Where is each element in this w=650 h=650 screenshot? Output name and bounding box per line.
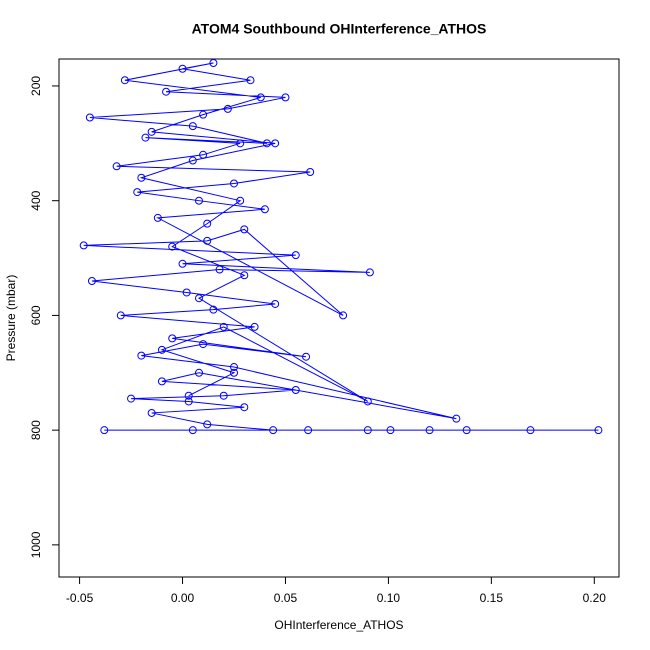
data-point <box>240 225 249 234</box>
data-point <box>230 363 238 372</box>
data-point <box>262 139 271 148</box>
x-tick-label: 0.00 <box>171 591 195 605</box>
data-point <box>246 76 255 85</box>
data-point <box>120 76 129 85</box>
data-point <box>147 127 156 136</box>
data-point <box>168 334 177 343</box>
data-point <box>363 426 372 435</box>
data-point <box>269 426 278 435</box>
x-tick-label: 0.20 <box>583 591 607 605</box>
data-point <box>100 426 109 435</box>
data-point <box>365 268 374 277</box>
data-point <box>240 403 249 412</box>
data-point <box>291 251 300 260</box>
data-point <box>112 162 121 171</box>
data-point <box>230 368 238 377</box>
data-point <box>291 385 300 394</box>
data-point <box>184 397 193 406</box>
data-point <box>302 352 311 361</box>
data-point <box>203 236 212 245</box>
data-point <box>79 241 88 250</box>
data-point <box>199 340 208 349</box>
data-point <box>250 322 259 331</box>
data-point <box>199 110 208 119</box>
x-tick-label: -0.05 <box>66 591 94 605</box>
data-point <box>271 299 280 308</box>
data-point <box>260 205 269 214</box>
x-tick-label: 0.15 <box>480 591 504 605</box>
data-point <box>203 420 212 429</box>
data-point <box>178 64 187 73</box>
data-point <box>236 196 245 205</box>
x-axis-label: OHInterference_ATHOS <box>274 618 403 632</box>
y-tick-label: 800 <box>29 420 43 440</box>
data-point <box>462 426 471 435</box>
x-tick-label: 0.05 <box>274 591 298 605</box>
data-point <box>209 305 218 314</box>
data-point <box>223 104 232 113</box>
data-point <box>386 426 395 435</box>
data-point <box>178 259 187 268</box>
data-point <box>452 414 461 423</box>
data-point <box>219 391 228 400</box>
data-point <box>306 168 315 177</box>
data-point <box>87 277 96 285</box>
y-axis-label: Pressure (mbar) <box>4 275 18 362</box>
data-point <box>182 288 191 297</box>
data-point <box>339 311 348 320</box>
data-point <box>85 113 94 122</box>
data-point <box>236 139 245 148</box>
x-tick-label: 0.10 <box>377 591 401 605</box>
y-tick-label: 1000 <box>29 531 43 558</box>
data-point <box>147 408 156 417</box>
data-point <box>304 426 313 435</box>
data-point <box>188 156 197 165</box>
data-point <box>162 87 171 96</box>
data-point <box>215 265 224 274</box>
data-point <box>526 426 535 435</box>
data-point <box>230 179 238 188</box>
data-point <box>157 345 166 354</box>
data-point <box>188 122 197 131</box>
data-point <box>184 391 193 400</box>
series-line <box>83 62 599 431</box>
data-point <box>281 93 290 102</box>
data-point <box>209 59 218 68</box>
data-point <box>363 397 372 406</box>
data-point <box>256 93 265 102</box>
y-tick-label: 200 <box>29 76 43 96</box>
data-point <box>271 139 280 148</box>
data-point <box>141 133 150 142</box>
data-point <box>199 150 208 159</box>
data-point <box>133 188 142 197</box>
data-point <box>188 426 197 435</box>
data-point <box>153 213 162 222</box>
data-point <box>240 271 249 280</box>
data-point <box>219 322 228 331</box>
data-point <box>195 368 203 377</box>
data-point <box>137 173 146 182</box>
data-point <box>195 196 203 205</box>
data-point <box>203 219 212 228</box>
data-point <box>594 426 603 435</box>
data-point <box>127 394 136 403</box>
y-tick-label: 600 <box>29 305 43 325</box>
data-point <box>157 377 166 386</box>
data-point <box>195 294 203 303</box>
data-point <box>168 242 177 251</box>
y-tick-label: 400 <box>29 190 43 210</box>
data-point <box>116 311 125 320</box>
data-point <box>425 426 434 435</box>
chart-title: ATOM4 Southbound OHInterference_ATHOS <box>192 21 487 37</box>
data-point <box>137 351 146 360</box>
plot-frame <box>58 58 620 578</box>
